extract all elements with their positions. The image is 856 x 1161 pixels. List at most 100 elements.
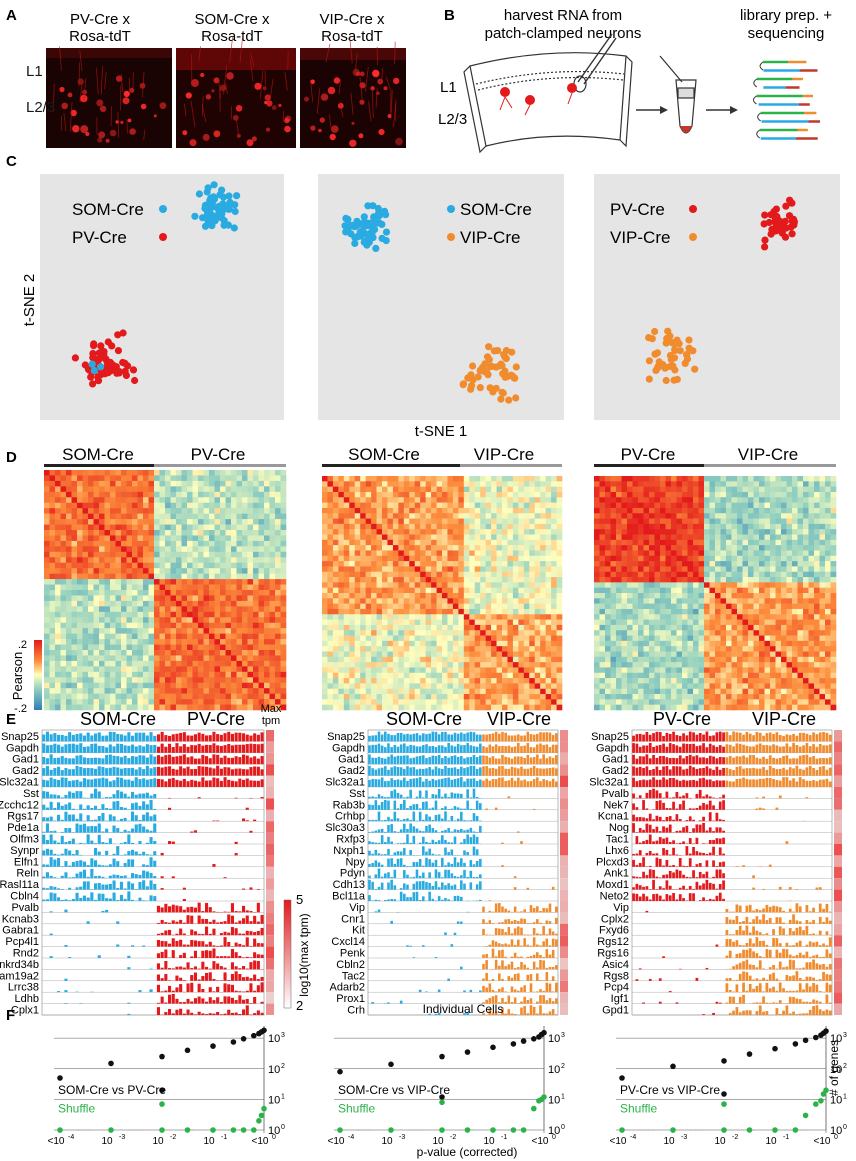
tsne-point <box>776 217 784 225</box>
heatmap-cell <box>275 595 281 602</box>
heatmap-cell <box>387 635 394 642</box>
heatmap-cell <box>502 497 508 503</box>
heatmap-cell <box>643 486 650 493</box>
heatmap-cell <box>165 639 171 645</box>
heatmap-cell <box>463 523 470 530</box>
heatmap-cell <box>545 476 552 482</box>
heatmap-cell <box>436 582 443 588</box>
heatmap-cell <box>354 598 361 604</box>
heatmap-cell <box>99 491 105 498</box>
heatmap-cell <box>71 693 78 700</box>
micrograph-pv <box>46 48 172 148</box>
heatmap-cell <box>382 534 388 541</box>
heatmap-cell <box>452 662 459 668</box>
heatmap-cell <box>654 529 661 535</box>
heatmap-cell <box>104 502 111 509</box>
heatmap-cell <box>398 646 405 652</box>
heatmap-cell <box>814 539 820 546</box>
heatmap-cell <box>398 678 405 684</box>
heatmap-cell <box>556 656 563 663</box>
heatmap-cell <box>209 628 215 634</box>
heatmap-cell <box>551 545 557 551</box>
heatmap-cell <box>371 513 377 519</box>
tsne-point <box>761 243 769 251</box>
heatmap-cell <box>322 694 328 700</box>
heatmap-cell <box>280 633 287 640</box>
heatmap-cell <box>409 502 416 509</box>
heatmap-cell <box>198 682 204 689</box>
heatmap-cell <box>110 540 116 547</box>
heatmap-cell <box>507 603 514 610</box>
heatmap-cell <box>192 666 199 673</box>
heatmap-cell <box>556 555 563 562</box>
heatmap-cell <box>143 530 149 536</box>
heatmap-cell <box>371 561 377 567</box>
heatmap-cell <box>258 644 265 651</box>
heatmap-cell <box>775 539 782 546</box>
heatmap-cell <box>496 513 503 519</box>
heatmap-cell <box>77 650 83 656</box>
heatmap-cell <box>192 660 199 667</box>
heatmap-cell <box>214 699 221 705</box>
heatmap-cell <box>764 476 771 482</box>
heatmap-cell <box>132 633 138 640</box>
heatmap-cell <box>44 660 50 667</box>
heatmap-cell <box>165 590 171 596</box>
heatmap-cell <box>236 666 243 673</box>
heatmap-cell <box>660 476 666 482</box>
heatmap-cell <box>474 640 481 647</box>
heatmap-cell <box>71 677 78 684</box>
heatmap-cell <box>660 481 666 487</box>
heatmap-cell <box>360 481 366 487</box>
heatmap-cell <box>338 662 345 668</box>
heatmap-cell <box>242 666 248 673</box>
heatmap-cell <box>275 546 281 553</box>
heatmap-cell <box>387 683 394 690</box>
heatmap-cell <box>665 476 672 482</box>
heatmap-cell <box>264 508 270 514</box>
heatmap-cell <box>551 678 557 684</box>
heatmap-cell <box>170 573 177 580</box>
tsne-point <box>363 241 371 249</box>
heatmap-cell <box>458 640 465 647</box>
heatmap-cell <box>360 555 366 562</box>
heatmap-cell <box>338 656 345 663</box>
heatmap-cell <box>132 557 138 564</box>
heatmap-cell <box>534 513 541 519</box>
heatmap-cell <box>458 694 465 700</box>
heatmap-cell <box>469 523 476 530</box>
heatmap-cell <box>66 671 72 678</box>
heatmap-cell <box>187 568 193 574</box>
heatmap-cell <box>159 611 166 618</box>
heatmap-cell <box>414 550 421 557</box>
heatmap-cell <box>491 651 497 658</box>
heatmap-cell <box>214 551 221 558</box>
heatmap-cell <box>409 545 416 551</box>
heatmap-cell <box>654 523 661 530</box>
heatmap-cell <box>540 598 546 604</box>
heatmap-cell <box>104 628 111 634</box>
heatmap-cell <box>214 568 221 574</box>
heatmap-cell <box>187 551 193 558</box>
heatmap-cell <box>198 491 204 498</box>
heatmap-cell <box>269 562 276 569</box>
heatmap-cell <box>540 497 546 503</box>
heatmap-cell <box>88 655 94 662</box>
heatmap-cell <box>518 561 525 567</box>
heatmap-cell <box>726 534 732 541</box>
heatmap-cell <box>556 507 563 514</box>
heatmap-cell <box>71 513 78 520</box>
heatmap-cell <box>447 688 454 695</box>
heatmap-cell <box>115 666 122 673</box>
heatmap-cell <box>469 593 476 599</box>
heatmap-cell <box>165 611 171 618</box>
heatmap-cell <box>632 529 639 535</box>
heatmap-cell <box>420 630 426 636</box>
heatmap3-header-right: VIP-Cre <box>738 445 798 464</box>
heatmap-cell <box>88 475 94 482</box>
heatmap-cell <box>66 486 72 493</box>
heatmap-cell <box>236 639 243 645</box>
heatmap-cell <box>502 662 508 668</box>
heatmap-cell <box>110 617 116 624</box>
heatmap-cell <box>436 624 443 631</box>
